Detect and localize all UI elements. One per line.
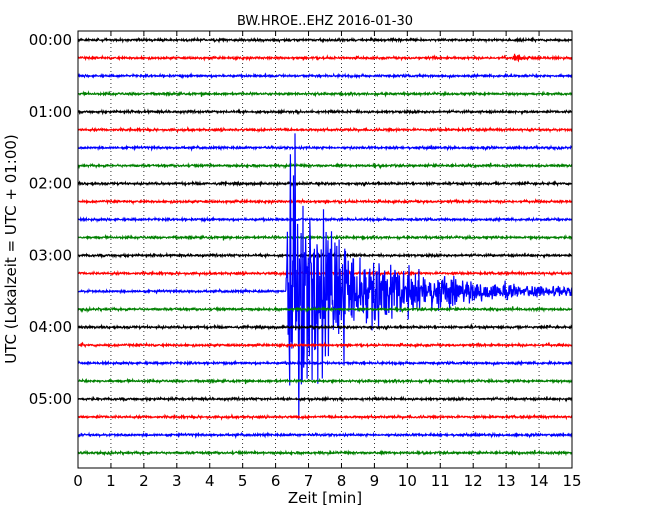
x-tick-label: 4 (205, 472, 215, 490)
x-tick-label: 13 (497, 472, 516, 490)
y-tick-label: 05:00 (29, 390, 72, 408)
x-tick-label: 1 (106, 472, 116, 490)
x-tick-label: 14 (530, 472, 549, 490)
x-tick-label: 2 (139, 472, 149, 490)
trace-0445 (77, 377, 573, 385)
trace-0300 (78, 251, 573, 260)
trace-0000 (77, 36, 573, 44)
trace-0230 (77, 216, 573, 224)
trace-0330 (77, 133, 573, 420)
trace-0045 (77, 90, 573, 98)
x-tick-label: 10 (398, 472, 417, 490)
x-tick-label: 12 (464, 472, 483, 490)
trace-0215 (77, 197, 573, 206)
trace-0545 (77, 449, 573, 457)
trace-0530 (77, 431, 573, 440)
trace-0430 (77, 359, 573, 367)
plot-frame (77, 30, 573, 469)
trace-0415 (77, 341, 573, 349)
trace-0100 (77, 108, 573, 116)
trace-0145 (77, 162, 573, 170)
x-tick-label: 9 (370, 472, 380, 490)
trace-0015 (77, 53, 573, 63)
grid-lines (110, 31, 540, 468)
x-tick-label: 15 (562, 472, 581, 490)
trace-group (77, 36, 573, 457)
x-tick-label: 3 (172, 472, 182, 490)
x-tick-label: 11 (431, 472, 450, 490)
axis-ticks: 0 1 2 3 4 5 6 7 8 9 10 11 12 13 14 1500:0001:0002:0003:… (29, 31, 582, 490)
trace-0500 (77, 395, 573, 403)
x-tick-label: 5 (238, 472, 248, 490)
trace-0200 (77, 180, 573, 188)
y-tick-label: 03:00 (29, 246, 72, 264)
y-tick-label: 02:00 (29, 175, 72, 193)
trace-0115 (77, 126, 573, 134)
trace-0030 (77, 72, 573, 80)
trace-0515 (77, 413, 573, 421)
y-tick-label: 01:00 (29, 103, 72, 121)
trace-0130 (77, 144, 572, 152)
x-tick-label: 6 (271, 472, 281, 490)
trace-0245 (77, 233, 573, 242)
trace-0400 (77, 323, 573, 331)
trace-0315 (77, 269, 573, 278)
chart-title: BW.HROE..EHZ 2016-01-30 (237, 14, 413, 29)
y-tick-label: 04:00 (29, 318, 72, 336)
x-tick-label: 0 (73, 472, 83, 490)
x-tick-label: 8 (337, 472, 347, 490)
y-axis-label: UTC (Lokalzeit = UTC + 01:00) (2, 134, 20, 364)
x-axis-label: Zeit [min] (288, 489, 362, 507)
trace-0345 (77, 305, 573, 314)
y-tick-label: 00:00 (29, 31, 72, 49)
x-tick-label: 7 (304, 472, 314, 490)
